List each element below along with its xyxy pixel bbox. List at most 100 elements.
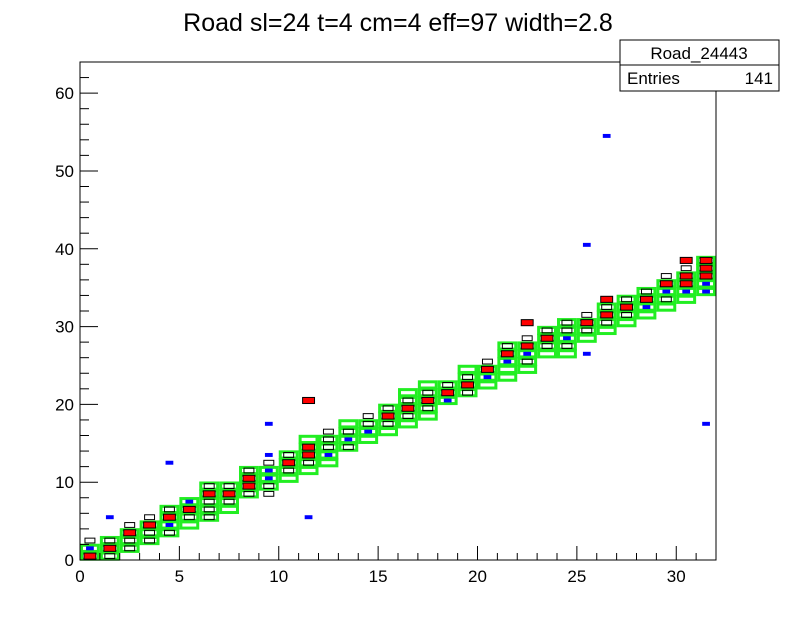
road-cell: [398, 388, 418, 398]
road-cell: [258, 481, 279, 491]
hit-box: [165, 460, 174, 465]
hit-box: [264, 476, 273, 481]
y-tick-label: 40: [55, 240, 74, 259]
hit-box: [263, 490, 275, 497]
road-cell: [358, 427, 379, 437]
hit-box: [520, 342, 534, 350]
hit-box: [620, 303, 634, 311]
hit-box: [483, 375, 492, 380]
road-cell: [318, 434, 339, 444]
road-cell: [517, 356, 538, 367]
hit-box: [680, 265, 692, 272]
hit-box: [203, 506, 215, 513]
hit-box: [580, 319, 594, 327]
y-tick-label: 60: [55, 84, 74, 103]
hit-box: [521, 358, 533, 365]
hit-box: [124, 537, 136, 544]
hit-box: [322, 428, 334, 435]
x-tick-label: 30: [667, 567, 686, 586]
hit-box: [500, 350, 514, 358]
hit-box: [702, 289, 710, 294]
hit-box: [679, 256, 693, 264]
road-cell: [159, 528, 180, 538]
hit-box: [503, 359, 512, 364]
road-cell: [696, 286, 716, 297]
hit-box: [601, 319, 613, 326]
road-cell: [557, 333, 577, 343]
hit-box: [682, 289, 691, 294]
road-cell: [557, 325, 577, 336]
hit-box: [144, 537, 156, 544]
road-cell: [199, 497, 220, 507]
hit-box: [342, 428, 354, 435]
road-cell: [596, 302, 617, 312]
hit-box: [521, 335, 533, 342]
road-cell: [378, 427, 398, 437]
road-cell: [576, 333, 597, 343]
stats-entries-label: Entries: [627, 69, 680, 88]
road-cell: [537, 349, 557, 359]
road-cell: [199, 512, 220, 522]
road-cell: [358, 419, 379, 429]
road-cell: [179, 497, 200, 507]
road-cell: [497, 364, 518, 374]
x-tick-label: 20: [468, 567, 487, 586]
hit-box: [640, 288, 652, 295]
hit-box: [263, 483, 275, 489]
hit-box: [541, 343, 553, 349]
x-tick-label: 25: [567, 567, 586, 586]
hit-box: [581, 311, 593, 318]
road-cell: [139, 535, 160, 546]
hits-layer: [83, 133, 713, 560]
hit-box: [561, 327, 573, 334]
hit-box: [382, 405, 394, 412]
road-cell: [596, 318, 617, 328]
road-cell: [517, 349, 538, 359]
hit-box: [523, 351, 532, 356]
hit-box: [462, 389, 474, 396]
road-cell: [537, 325, 557, 336]
hit-box: [165, 523, 174, 527]
road-cell: [139, 528, 160, 538]
hit-box: [501, 343, 513, 349]
road-cell: [676, 286, 697, 297]
hit-box: [203, 514, 215, 521]
road-cell: [596, 325, 617, 336]
road-cell: [378, 419, 398, 429]
hit-box: [264, 452, 273, 457]
hit-box: [104, 537, 116, 544]
road-cell: [457, 388, 478, 398]
hit-box: [242, 482, 256, 490]
road-cell: [437, 380, 458, 390]
y-tick-label: 30: [55, 318, 74, 337]
hit-box: [83, 552, 97, 560]
road-cell: [179, 520, 200, 530]
road-cell: [219, 481, 239, 491]
hit-box: [302, 396, 316, 405]
hit-box: [263, 459, 275, 466]
road-cell: [358, 434, 379, 444]
road-cell: [119, 543, 140, 553]
hit-box: [702, 421, 710, 426]
hit-box: [123, 529, 137, 537]
hit-box: [144, 529, 156, 536]
road-cell: [557, 349, 577, 359]
hit-box: [582, 351, 591, 356]
hit-box: [163, 529, 175, 536]
road-cell: [417, 380, 438, 390]
hit-box: [582, 242, 591, 247]
road-cell: [656, 294, 677, 304]
hit-box: [660, 296, 672, 303]
road-cells-layer: [80, 255, 716, 561]
road-cell: [99, 535, 120, 546]
road-cell: [656, 286, 677, 297]
hit-box: [203, 498, 215, 505]
hit-box: [442, 382, 454, 388]
road-cell: [477, 372, 498, 382]
hit-box: [561, 319, 573, 326]
hit-box: [105, 515, 114, 520]
hit-box: [242, 474, 256, 482]
hit-box: [662, 289, 671, 294]
road-cell: [119, 535, 140, 546]
road-cell: [338, 442, 359, 452]
